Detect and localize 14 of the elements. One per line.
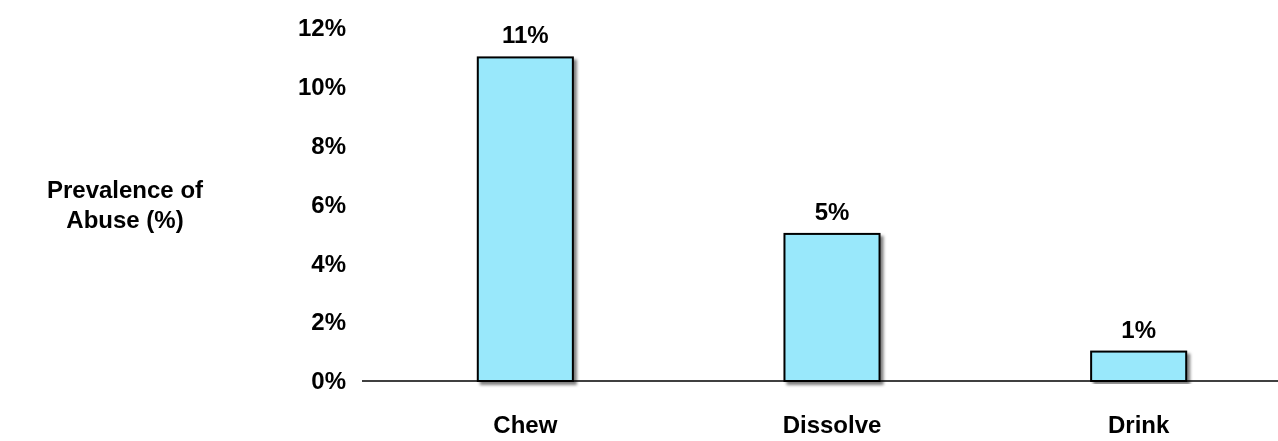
y-tick-label: 0% — [311, 367, 346, 395]
x-tick-label: Dissolve — [782, 411, 882, 438]
y-tick-label: 2% — [311, 308, 346, 336]
y-tick-label: 6% — [311, 190, 346, 218]
y-tick-label: 4% — [311, 249, 346, 277]
y-tick-label: 10% — [297, 73, 346, 101]
data-label: 5% — [814, 197, 850, 225]
x-tick-label: Chew — [493, 411, 558, 438]
data-label: 1% — [1121, 315, 1157, 343]
data-label: 11% — [501, 21, 549, 49]
y-axis-title: Prevalence of Abuse (%) — [46, 176, 205, 233]
y-tick-label: 12% — [297, 14, 346, 42]
y-tick-label: 8% — [311, 131, 346, 159]
x-tick-label: Drink — [1107, 411, 1170, 438]
